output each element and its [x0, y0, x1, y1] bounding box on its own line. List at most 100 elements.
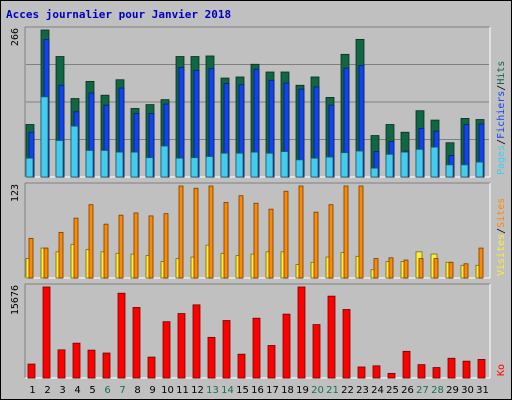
bar-ko — [312, 324, 321, 379]
day-label: 22 — [341, 385, 354, 396]
bar-sites — [28, 237, 34, 279]
bar-ko — [357, 366, 366, 379]
legend-item-ko: Ko — [496, 364, 507, 376]
bar-ko — [282, 313, 291, 379]
bar-ko — [237, 353, 246, 379]
legend-item-fichiers: Fichiers — [496, 91, 507, 139]
bar-pages — [205, 156, 214, 178]
bar-pages — [355, 150, 364, 178]
bar-sites — [463, 263, 469, 279]
legend-bottom: Ko — [496, 364, 507, 376]
legend-separator: / — [496, 85, 507, 91]
day-label: 7 — [119, 385, 125, 396]
bar-ko — [102, 352, 111, 379]
bar-sites — [43, 247, 49, 279]
bar-ko — [297, 286, 306, 379]
bar-sites — [103, 223, 109, 279]
y-tick-label-bottom: 15676 — [10, 285, 21, 315]
bar-sites — [193, 187, 199, 279]
bar-pages — [295, 159, 304, 178]
legend-item-pages: Pages — [496, 145, 507, 175]
bar-ko — [27, 363, 36, 379]
day-label: 24 — [371, 385, 384, 396]
day-label: 8 — [134, 385, 140, 396]
bar-pages — [235, 152, 244, 178]
bar-ko — [147, 356, 156, 379]
bar-sites — [148, 215, 154, 279]
bar-pages — [85, 150, 94, 178]
bar-sites — [133, 212, 139, 279]
bar-ko — [207, 336, 216, 379]
day-label: 20 — [311, 385, 324, 396]
bar-pages — [325, 156, 334, 178]
bar-sites — [478, 247, 484, 279]
day-label: 4 — [74, 385, 80, 396]
day-label: 6 — [104, 385, 110, 396]
bar-pages — [250, 151, 259, 178]
day-label: 18 — [281, 385, 294, 396]
bar-sites — [388, 257, 394, 279]
bar-ko — [162, 321, 171, 379]
bar-sites — [253, 202, 259, 279]
bar-pages — [130, 151, 139, 178]
bar-pages — [460, 164, 469, 178]
bar-ko — [72, 342, 81, 379]
bar-pages — [175, 157, 184, 178]
bar-ko — [432, 367, 441, 379]
bar-pages — [25, 157, 34, 178]
bar-sites — [328, 204, 334, 279]
bar-sites — [208, 185, 214, 279]
chart-title: Acces journalier pour Janvier 2018 — [6, 8, 232, 21]
bar-pages — [445, 164, 454, 178]
day-label: 2 — [44, 385, 50, 396]
bar-pages — [400, 151, 409, 178]
bar-ko — [117, 292, 126, 379]
day-label: 19 — [296, 385, 309, 396]
bar-ko — [42, 286, 51, 379]
bar-sites — [403, 259, 409, 279]
day-label: 29 — [446, 385, 459, 396]
bar-ko — [387, 372, 396, 379]
day-label: 23 — [356, 385, 369, 396]
day-label: 9 — [149, 385, 155, 396]
day-label: 25 — [386, 385, 399, 396]
bar-sites — [283, 190, 289, 279]
bar-ko — [372, 365, 381, 379]
bar-ko — [462, 360, 471, 379]
legend-separator: / — [496, 139, 507, 145]
day-label: 12 — [191, 385, 204, 396]
bar-pages — [115, 151, 124, 178]
day-label: 14 — [221, 385, 234, 396]
day-label: 1 — [29, 385, 35, 396]
day-label: 3 — [59, 385, 65, 396]
y-tick-label-middle: 123 — [10, 184, 21, 202]
bar-ko — [327, 295, 336, 379]
day-label: 10 — [161, 385, 174, 396]
bar-ko — [342, 309, 351, 379]
bar-pages — [190, 157, 199, 178]
bar-sites — [223, 202, 229, 279]
bar-pages — [40, 96, 49, 178]
day-label: 21 — [326, 385, 339, 396]
bar-pages — [385, 153, 394, 178]
bar-sites — [178, 185, 184, 279]
bar-sites — [358, 185, 364, 279]
bar-pages — [340, 152, 349, 178]
day-label: 15 — [236, 385, 249, 396]
bar-pages — [310, 157, 319, 178]
bar-pages — [265, 152, 274, 178]
bar-sites — [73, 217, 79, 279]
bar-sites — [313, 211, 319, 279]
bar-pages — [220, 152, 229, 178]
bar-sites — [238, 195, 244, 279]
bar-ko — [477, 359, 486, 379]
legend-item-hits: Hits — [496, 61, 507, 85]
bar-ko — [417, 364, 426, 379]
bar-sites — [163, 213, 169, 279]
bar-ko — [177, 313, 186, 379]
bar-ko — [87, 349, 96, 379]
day-label: 26 — [401, 385, 414, 396]
bar-sites — [118, 214, 124, 279]
day-label: 27 — [416, 385, 429, 396]
